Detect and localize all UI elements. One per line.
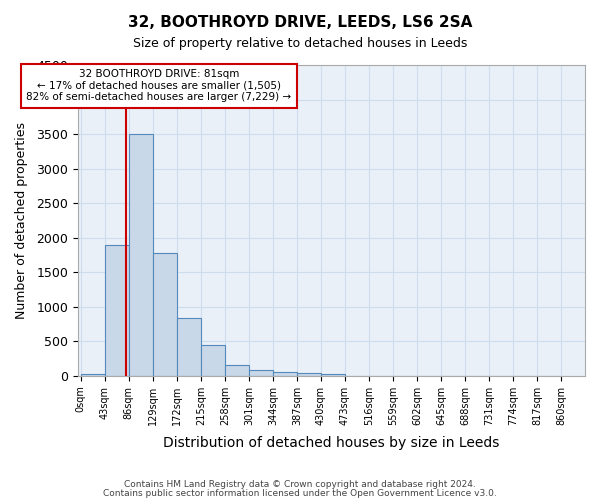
Text: Size of property relative to detached houses in Leeds: Size of property relative to detached ho…	[133, 38, 467, 51]
Text: Contains HM Land Registry data © Crown copyright and database right 2024.: Contains HM Land Registry data © Crown c…	[124, 480, 476, 489]
X-axis label: Distribution of detached houses by size in Leeds: Distribution of detached houses by size …	[163, 436, 500, 450]
Text: Contains public sector information licensed under the Open Government Licence v3: Contains public sector information licen…	[103, 488, 497, 498]
Bar	[129, 134, 153, 376]
Bar	[249, 370, 273, 376]
Text: 32, BOOTHROYD DRIVE, LEEDS, LS6 2SA: 32, BOOTHROYD DRIVE, LEEDS, LS6 2SA	[128, 15, 472, 30]
Text: 32 BOOTHROYD DRIVE: 81sqm
← 17% of detached houses are smaller (1,505)
82% of se: 32 BOOTHROYD DRIVE: 81sqm ← 17% of detac…	[26, 69, 292, 102]
Bar	[153, 253, 177, 376]
Bar	[273, 372, 297, 376]
Y-axis label: Number of detached properties: Number of detached properties	[15, 122, 28, 319]
Bar	[321, 374, 345, 376]
Bar	[81, 374, 105, 376]
Bar	[297, 374, 321, 376]
Bar	[177, 318, 201, 376]
Bar	[105, 244, 129, 376]
Bar	[225, 365, 249, 376]
Bar	[201, 344, 225, 376]
